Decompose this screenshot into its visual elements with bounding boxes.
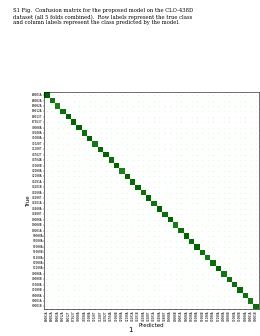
Bar — [98, 146, 103, 152]
Bar — [71, 109, 76, 114]
Bar — [162, 212, 167, 217]
Bar — [146, 168, 152, 174]
Bar — [82, 157, 87, 163]
Bar — [119, 168, 125, 174]
Bar — [66, 114, 71, 120]
Bar — [248, 298, 253, 304]
Bar — [232, 260, 237, 266]
Bar — [60, 130, 66, 136]
Bar — [71, 120, 76, 125]
Bar — [210, 260, 216, 266]
Bar — [50, 98, 55, 103]
Bar — [146, 195, 152, 201]
Bar — [200, 250, 205, 255]
Bar — [141, 190, 146, 195]
Bar — [130, 228, 135, 233]
X-axis label: Predicted: Predicted — [139, 323, 164, 328]
Bar — [93, 141, 98, 146]
Bar — [210, 288, 216, 293]
Bar — [60, 109, 66, 114]
Bar — [226, 250, 232, 255]
Y-axis label: True: True — [26, 195, 31, 207]
Bar — [194, 244, 200, 250]
Bar — [253, 304, 259, 309]
Bar — [205, 222, 210, 228]
Bar — [103, 152, 109, 158]
Bar — [216, 266, 221, 271]
Bar — [103, 201, 109, 206]
Bar — [114, 163, 119, 168]
Bar — [66, 146, 71, 152]
Bar — [109, 157, 114, 163]
Bar — [76, 125, 82, 130]
Text: 1: 1 — [128, 327, 132, 333]
Bar — [178, 271, 184, 277]
Bar — [173, 222, 178, 228]
Bar — [125, 174, 130, 179]
Bar — [221, 304, 226, 309]
Bar — [55, 98, 60, 103]
Bar — [178, 228, 184, 233]
Bar — [162, 190, 167, 195]
Bar — [189, 239, 194, 244]
Bar — [226, 277, 232, 282]
Bar — [119, 298, 125, 304]
Bar — [157, 255, 162, 260]
Bar — [71, 179, 76, 184]
Bar — [119, 141, 125, 146]
Text: S1 Fig.  Confusion matrix for the proposed model on the CLO-438D
dataset (all 5 : S1 Fig. Confusion matrix for the propose… — [13, 8, 193, 25]
Bar — [152, 201, 157, 206]
Bar — [243, 282, 248, 288]
Bar — [243, 293, 248, 298]
Bar — [221, 271, 226, 277]
Bar — [184, 233, 189, 239]
Bar — [232, 282, 237, 288]
Bar — [167, 217, 173, 222]
Bar — [184, 277, 189, 282]
Bar — [44, 92, 50, 98]
Bar — [205, 255, 210, 260]
Bar — [82, 130, 87, 136]
Bar — [237, 288, 243, 293]
Bar — [189, 212, 194, 217]
Bar — [50, 293, 55, 298]
Bar — [216, 239, 221, 244]
Bar — [50, 103, 55, 109]
Bar — [157, 206, 162, 212]
Bar — [55, 103, 60, 109]
Bar — [135, 184, 141, 190]
Bar — [130, 179, 135, 184]
Bar — [87, 136, 93, 141]
